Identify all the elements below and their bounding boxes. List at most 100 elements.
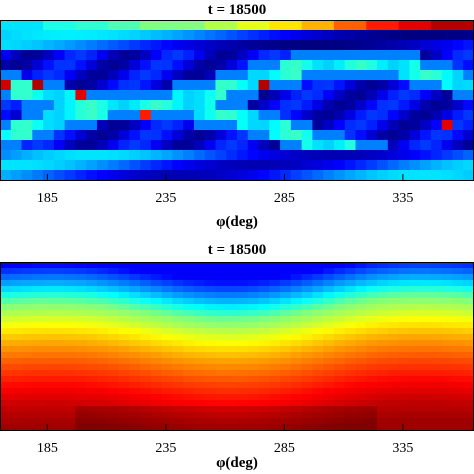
heatmap-cell [323, 130, 335, 141]
heatmap-cell [280, 388, 292, 395]
heatmap-cell [247, 334, 260, 341]
heatmap-cell [10, 304, 23, 311]
heatmap-cell [21, 358, 33, 365]
heatmap-cell [0, 268, 12, 275]
heatmap-cell [118, 316, 130, 323]
heatmap-cell [333, 310, 346, 317]
heatmap-cell [21, 304, 33, 311]
heatmap-cell [204, 80, 217, 91]
heatmap-cell [53, 310, 66, 317]
heatmap-cell [409, 30, 421, 41]
heatmap-cell [258, 358, 270, 365]
heatmap-cell [118, 346, 130, 353]
heatmap-cell [420, 352, 432, 359]
heatmap-cell [409, 412, 421, 419]
heatmap-cell [463, 400, 474, 407]
heatmap-cell [172, 292, 184, 299]
heatmap-cell [140, 20, 152, 31]
heatmap-cell [398, 400, 410, 407]
heatmap-cell [247, 352, 260, 359]
heatmap-cell [21, 110, 33, 121]
heatmap-cell [32, 150, 44, 161]
heatmap-cell [193, 110, 206, 121]
heatmap-cell [409, 292, 421, 299]
heatmap-cell [150, 110, 163, 121]
heatmap-cell [183, 280, 195, 287]
heatmap-cell [140, 30, 152, 41]
heatmap-cell [183, 358, 195, 365]
heatmap-cell [0, 400, 12, 407]
heatmap-cell [280, 30, 292, 41]
heatmap-cell [183, 130, 195, 141]
heatmap-cell [204, 310, 217, 317]
heatmap-cell [430, 328, 443, 335]
heatmap-cell [258, 280, 270, 287]
heatmap-cell [0, 70, 12, 81]
heatmap-cell [10, 130, 23, 141]
heatmap-cell [430, 304, 443, 311]
heatmap-cell [172, 352, 184, 359]
heatmap-cell [161, 120, 173, 131]
heatmap-cell [0, 110, 12, 121]
heatmap-cell [129, 334, 141, 341]
heatmap-cell [269, 30, 281, 41]
heatmap-cell [107, 30, 120, 41]
heatmap-cell [301, 292, 314, 299]
heatmap-cell [140, 334, 152, 341]
heatmap-cell [21, 170, 33, 181]
heatmap-cell [463, 346, 474, 353]
heatmap-cell [172, 370, 184, 377]
heatmap-cell [161, 40, 173, 51]
heatmap-cell [96, 292, 109, 299]
heatmap-cell [237, 40, 249, 51]
heatmap-cell [344, 274, 357, 281]
heatmap-cell [86, 322, 98, 329]
heatmap-cell [183, 268, 195, 275]
x-tick-label: 235 [155, 191, 176, 206]
heatmap-cell [215, 280, 227, 287]
heatmap-cell [226, 30, 238, 41]
heatmap-cell [301, 140, 314, 151]
heatmap-cell [226, 40, 238, 51]
heatmap-cell [269, 120, 281, 131]
heatmap-cell [86, 292, 98, 299]
heatmap-cell [204, 70, 217, 81]
heatmap-cell [86, 268, 98, 275]
heatmap-cell [430, 298, 443, 305]
heatmap-cell [269, 286, 281, 293]
heatmap-cell [247, 90, 260, 101]
heatmap-cell [355, 70, 367, 81]
heatmap-cell [0, 328, 12, 335]
heatmap-cell [161, 334, 173, 341]
heatmap-cell [301, 388, 314, 395]
heatmap-cell [75, 412, 87, 419]
heatmap-cell [21, 150, 33, 161]
heatmap-cell [215, 352, 227, 359]
heatmap-cell [366, 328, 378, 335]
heatmap-cell [452, 352, 464, 359]
heatmap-cell [172, 376, 184, 383]
heatmap-cell [441, 328, 454, 335]
heatmap-cell [290, 334, 303, 341]
heatmap-cell [344, 50, 357, 61]
heatmap-cell [75, 298, 87, 305]
heatmap-cell [323, 370, 335, 377]
heatmap-cell [430, 286, 443, 293]
heatmap-cell [312, 310, 324, 317]
heatmap-cell [86, 90, 98, 101]
heatmap-cell [312, 160, 324, 171]
heatmap-cell [312, 298, 324, 305]
heatmap-cell [366, 268, 378, 275]
x-tick-label: 335 [392, 191, 413, 206]
heatmap-cell [193, 370, 206, 377]
heatmap-cell [258, 268, 270, 275]
heatmap-cell [323, 406, 335, 413]
heatmap-cell [53, 150, 66, 161]
heatmap-cell [64, 310, 77, 317]
heatmap-cell [366, 364, 378, 371]
heatmap-cell [96, 286, 109, 293]
heatmap-cell [183, 286, 195, 293]
heatmap-cell [420, 334, 432, 341]
heatmap-cell [258, 262, 270, 269]
heatmap-cell [183, 400, 195, 407]
